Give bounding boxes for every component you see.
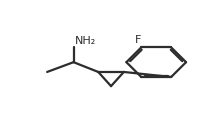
Text: F: F bbox=[135, 35, 141, 45]
Text: NH₂: NH₂ bbox=[75, 36, 97, 46]
